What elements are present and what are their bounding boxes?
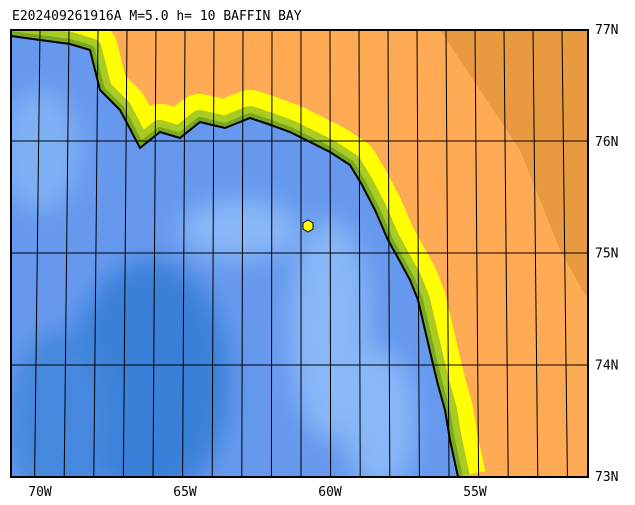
- axis-label: 77N: [595, 23, 618, 38]
- axis-label: 70W: [28, 485, 52, 500]
- axis-label: 76N: [595, 135, 618, 150]
- highland: [440, 30, 588, 300]
- map-frame: [10, 29, 589, 478]
- map-title: E202409261916A M=5.0 h= 10 BAFFIN BAY: [12, 9, 302, 24]
- axis-label: 60W: [318, 485, 342, 500]
- axis-label: 73N: [595, 470, 618, 485]
- axis-label: 55W: [463, 485, 487, 500]
- coastline: [11, 35, 459, 477]
- epicenter: [302, 219, 314, 233]
- graticule: [11, 30, 588, 477]
- axis-label: 74N: [595, 358, 618, 373]
- axis-label: 75N: [595, 247, 618, 262]
- map-area: [11, 30, 588, 477]
- axis-label: 65W: [173, 485, 197, 500]
